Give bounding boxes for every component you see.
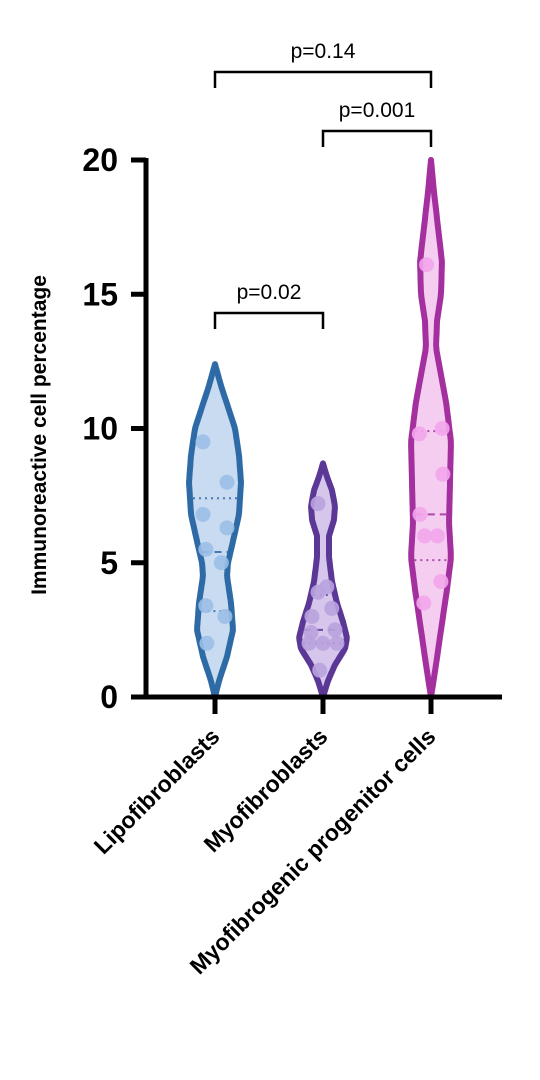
data-point (312, 662, 328, 678)
violins-layer (186, 157, 454, 700)
violin-3 (408, 157, 454, 700)
significance-brackets: p=0.02 p=0.001 p=0.14 (213, 40, 433, 329)
data-point (304, 608, 320, 624)
data-point (417, 528, 433, 544)
p-value-label: p=0.001 (339, 99, 416, 122)
data-point (329, 635, 345, 651)
y-tick-label: 5 (100, 545, 118, 581)
data-point (301, 635, 317, 651)
violin-1 (186, 361, 244, 700)
x-ticks: LipofibroblastsMyofibroblastsMyofibrogen… (89, 697, 441, 979)
bracket (321, 129, 433, 147)
violin-body (408, 157, 454, 700)
y-tick-label: 20 (82, 142, 118, 178)
data-point (198, 541, 214, 557)
data-point (213, 555, 229, 571)
data-point (434, 421, 450, 436)
violin-2 (296, 460, 350, 700)
data-point (195, 506, 211, 522)
data-point (310, 584, 326, 600)
y-tick-label: 0 (100, 679, 118, 715)
data-point (198, 598, 214, 614)
bracket (213, 70, 433, 88)
data-point (217, 608, 233, 624)
y-tick-label: 15 (82, 276, 118, 312)
data-point (435, 466, 451, 482)
data-point (324, 600, 340, 616)
bracket (213, 311, 325, 329)
y-tick-label: 10 (82, 411, 118, 447)
data-point (429, 528, 445, 544)
data-point (419, 257, 435, 273)
y-axis-title: Immunoreactive cell percentage (28, 275, 51, 595)
y-ticks: 0 5 10 15 20 (82, 142, 146, 715)
p-value-label: p=0.02 (237, 281, 302, 304)
data-point (195, 434, 211, 450)
data-point (416, 595, 432, 611)
data-point (412, 506, 428, 522)
data-point (411, 426, 427, 442)
data-point (219, 520, 235, 536)
data-point (315, 635, 331, 651)
data-point (219, 474, 235, 490)
p-value-label: p=0.14 (291, 40, 356, 63)
data-point (310, 496, 326, 512)
data-point (199, 635, 215, 651)
data-point (433, 574, 449, 590)
data-point (327, 622, 343, 638)
